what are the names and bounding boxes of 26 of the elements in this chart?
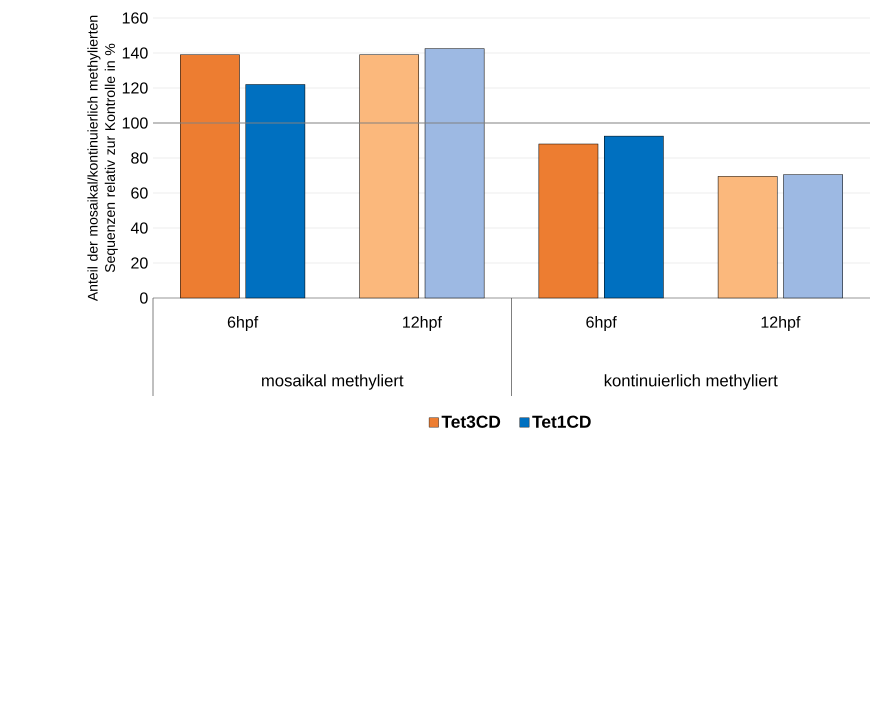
x-tick-label: 6hpf bbox=[586, 316, 617, 331]
x-tick-label: 12hpf bbox=[762, 316, 800, 331]
y-tick-label: 20 bbox=[131, 257, 148, 269]
bar bbox=[604, 136, 664, 298]
x-tick-label: 12hpf bbox=[403, 316, 442, 331]
y-tick-label: 80 bbox=[131, 152, 148, 164]
y-tick-label: 160 bbox=[122, 12, 148, 24]
legend-label: Tet3CD bbox=[442, 416, 500, 428]
y-tick-label: 0 bbox=[140, 292, 148, 304]
bar bbox=[538, 144, 598, 298]
x-tick-label: 6hpf bbox=[228, 316, 258, 331]
y-tick-label: 100 bbox=[122, 117, 148, 129]
bar bbox=[180, 54, 240, 298]
bar bbox=[245, 84, 306, 298]
y-tick-label: 140 bbox=[122, 47, 148, 59]
bar bbox=[424, 48, 484, 298]
bar bbox=[783, 174, 843, 298]
y-axis-title: Anteil der mosaikal/kontinuierlich methylierten Sequenzen relativ zur Kontrolle in % bbox=[87, 16, 118, 302]
text: kontinuierlich methyliert bbox=[604, 374, 778, 390]
bar bbox=[359, 54, 420, 298]
y-tick-label: 60 bbox=[131, 187, 148, 199]
y-tick-label: 120 bbox=[122, 82, 148, 94]
bar bbox=[718, 176, 778, 298]
y-tick-label: 40 bbox=[130, 222, 148, 234]
legend-label: Tet1CD bbox=[532, 416, 591, 428]
text: mosaikal methyliert bbox=[262, 374, 404, 390]
